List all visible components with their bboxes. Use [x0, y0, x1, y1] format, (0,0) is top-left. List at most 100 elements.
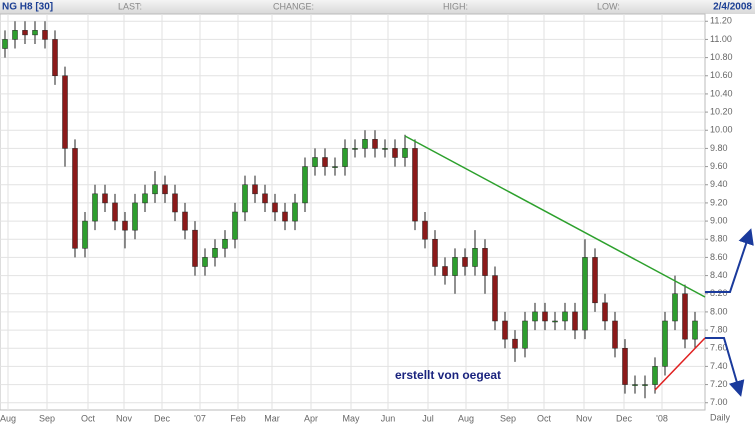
- candle-body: [242, 184, 248, 213]
- y-tick-label: 10.40: [710, 88, 733, 98]
- candle-body: [112, 202, 118, 222]
- y-tick-label: 11.00: [710, 34, 732, 44]
- x-tick-label: Nov: [116, 413, 133, 423]
- candle-body: [202, 257, 208, 267]
- candle-body: [132, 202, 138, 231]
- candle-body: [592, 257, 598, 304]
- header-bar: [0, 0, 755, 14]
- candle-body: [482, 248, 488, 276]
- down-arrow: [705, 337, 745, 397]
- y-tick-label: 8.20: [710, 288, 728, 298]
- x-tick-label: Nov: [576, 413, 593, 423]
- candle-body: [292, 202, 298, 222]
- candle-body: [552, 320, 558, 323]
- y-tick-label: 10.20: [710, 106, 733, 116]
- resistance-trendline: [404, 135, 706, 298]
- candle-body: [612, 320, 618, 349]
- x-tick-label: Dec: [616, 413, 633, 423]
- candle-body: [322, 157, 328, 167]
- candle-body: [422, 220, 428, 240]
- candle-body: [32, 30, 38, 36]
- y-tick-label: 9.20: [710, 197, 728, 207]
- candle-body: [432, 238, 438, 267]
- candle-body: [512, 338, 518, 349]
- plot-area: [0, 13, 706, 411]
- x-tick-label: Mar: [264, 413, 280, 423]
- candle-body: [532, 311, 538, 322]
- candle-body: [672, 293, 678, 322]
- candle-body: [152, 184, 158, 195]
- candle-body: [582, 257, 588, 331]
- interval-label: Daily: [710, 412, 731, 422]
- x-tick-label: May: [342, 413, 360, 423]
- x-tick-label: Jul: [422, 413, 434, 423]
- candle-body: [522, 320, 528, 349]
- candle-body: [462, 257, 468, 267]
- candle-body: [62, 75, 68, 149]
- date: 2/4/2008: [713, 2, 752, 13]
- candle-body: [302, 166, 308, 204]
- candle-body: [342, 148, 348, 167]
- candle-body: [2, 39, 8, 49]
- candle-body: [392, 148, 398, 158]
- x-tick-label: Oct: [537, 413, 552, 423]
- candle-body: [122, 220, 128, 231]
- x-tick-label: Sep: [39, 413, 55, 423]
- x-tick-label: Oct: [81, 413, 96, 423]
- y-tick-label: 10.00: [710, 125, 733, 135]
- candle-body: [632, 384, 638, 386]
- candle-body: [492, 275, 498, 322]
- candle-body: [692, 320, 698, 340]
- candle-body: [442, 266, 448, 276]
- candle-body: [682, 293, 688, 340]
- candle-body: [312, 157, 318, 167]
- header-label: HIGH:: [443, 1, 468, 11]
- y-tick-label: 9.40: [710, 179, 728, 189]
- candle-body: [162, 184, 168, 195]
- candle-body: [252, 184, 258, 195]
- candle-body: [272, 202, 278, 213]
- candle-body: [92, 193, 98, 222]
- y-tick-label: 7.80: [710, 324, 728, 334]
- candle-body: [542, 311, 548, 322]
- candle-body: [212, 248, 218, 258]
- symbol: NG H8 [30]: [2, 2, 53, 13]
- candle-body: [382, 148, 388, 150]
- candle-body: [562, 311, 568, 322]
- x-tick-label: Aug: [0, 413, 16, 423]
- y-tick-label: 9.60: [710, 161, 728, 171]
- candle-body: [192, 229, 198, 267]
- y-tick-label: 9.00: [710, 215, 728, 225]
- y-tick-label: 7.40: [710, 361, 728, 371]
- candle-body: [452, 257, 458, 276]
- y-tick-label: 7.20: [710, 379, 728, 389]
- y-tick-label: 8.00: [710, 306, 728, 316]
- header-label: LAST:: [118, 1, 142, 11]
- candle-body: [42, 30, 48, 40]
- candle-body: [402, 148, 408, 158]
- x-tick-label: Dec: [154, 413, 171, 423]
- candle-body: [282, 211, 288, 222]
- candle-body: [232, 211, 238, 240]
- candle-body: [652, 366, 658, 385]
- candle-body: [262, 193, 268, 204]
- y-tick-label: 10.80: [710, 52, 733, 62]
- y-tick-label: 8.80: [710, 234, 728, 244]
- candle-body: [572, 311, 578, 331]
- candle-body: [222, 238, 228, 249]
- candle-body: [332, 166, 338, 168]
- candle-body: [182, 211, 188, 231]
- candle-body: [602, 302, 608, 322]
- y-tick-label: 10.60: [710, 70, 733, 80]
- candle-body: [622, 347, 628, 385]
- x-tick-label: Sep: [500, 413, 516, 423]
- y-tick-label: 11.20: [710, 16, 732, 26]
- candle-body: [172, 193, 178, 213]
- candle-body: [662, 320, 668, 367]
- candle-body: [352, 148, 358, 150]
- candle-body: [362, 139, 368, 149]
- candle-body: [142, 193, 148, 204]
- x-tick-label: Apr: [304, 413, 318, 423]
- x-tick-label: '07: [194, 413, 206, 423]
